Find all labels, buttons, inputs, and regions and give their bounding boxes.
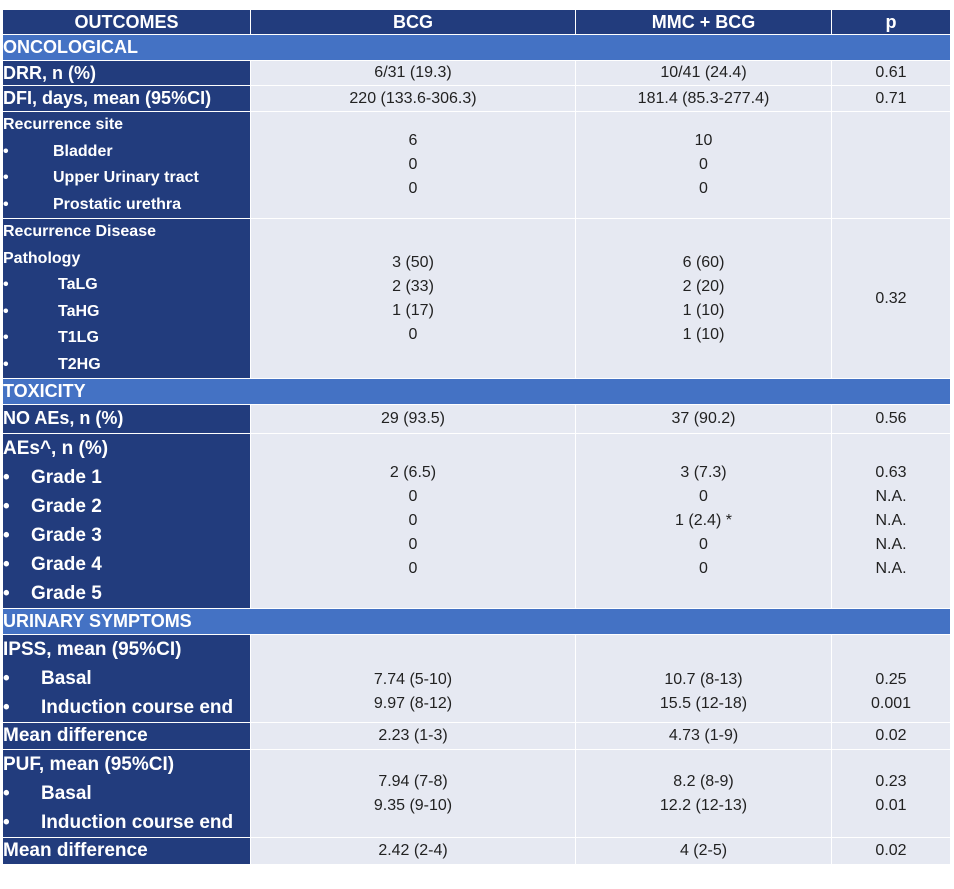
- bullet-icon: •: [3, 276, 9, 293]
- puf-bcg: 7.94 (7-8) 9.35 (9-10): [250, 749, 576, 838]
- list-item: • T1LG: [3, 325, 250, 352]
- row-label-ipss: IPSS, mean (95%CI) • Basal • Induction cou…: [2, 634, 251, 723]
- bullet-icon: •: [3, 697, 10, 718]
- drr-mmc: 10/41 (24.4): [575, 60, 832, 86]
- table-row: AEs^, n (%) • Grade 1 • Grade 2 • Grade 3 •…: [2, 433, 951, 609]
- row-label-no-aes: NO AEs, n (%): [2, 404, 251, 434]
- section-oncological: ONCOLOGICAL: [2, 34, 951, 61]
- recurrence-pathology-mmc: 6 (60) 2 (20) 1 (10) 1 (10): [575, 218, 832, 379]
- list-item: • Upper Urinary tract: [3, 165, 250, 192]
- bullet-icon: •: [3, 554, 10, 575]
- section-toxicity-label: TOXICITY: [2, 378, 951, 405]
- header-mmc-bcg: MMC + BCG: [575, 9, 832, 35]
- table-row: DFI, days, mean (95%CI) 220 (133.6-306.3…: [2, 85, 951, 112]
- bullet-icon: •: [3, 783, 10, 804]
- dfi-bcg: 220 (133.6-306.3): [250, 85, 576, 112]
- list-item: • Grade 3: [3, 521, 250, 550]
- ipss-mmc: 10.7 (8-13) 15.5 (12-18): [575, 634, 832, 723]
- table-row: Recurrence Disease Pathology • TaLG • TaHG…: [2, 218, 951, 379]
- ipss-diff-bcg: 2.23 (1-3): [250, 722, 576, 750]
- row-label-puf-mean-difference: Mean difference: [2, 837, 251, 865]
- recurrence-site-p: [831, 111, 951, 219]
- row-label-recurrence-pathology: Recurrence Disease Pathology • TaLG • TaHG…: [2, 218, 251, 379]
- bullet-icon: •: [3, 142, 9, 160]
- bullet-icon: •: [3, 467, 10, 488]
- bullet-icon: •: [3, 496, 10, 517]
- puf-diff-bcg: 2.42 (2-4): [250, 837, 576, 865]
- no-aes-p: 0.56: [831, 404, 951, 434]
- list-item: • Grade 4: [3, 550, 250, 579]
- list-item: • Basal: [3, 664, 250, 693]
- list-item: • Grade 5: [3, 579, 250, 608]
- bullet-icon: •: [3, 195, 9, 213]
- outcomes-table: OUTCOMES BCG MMC + BCG p ONCOLOGICAL DRR…: [2, 9, 951, 865]
- table-row: PUF, mean (95%CI) • Basal • Induction cour…: [2, 749, 951, 838]
- row-label-puf: PUF, mean (95%CI) • Basal • Induction cour…: [2, 749, 251, 838]
- recurrence-pathology-p: 0.32: [831, 218, 951, 379]
- row-label-aes: AEs^, n (%) • Grade 1 • Grade 2 • Grade 3 •…: [2, 433, 251, 609]
- list-item: • Grade 1: [3, 463, 250, 492]
- recurrence-site-title: Recurrence site: [3, 116, 124, 133]
- row-label-ipss-mean-difference: Mean difference: [2, 722, 251, 750]
- puf-mmc: 8.2 (8-9) 12.2 (12-13): [575, 749, 832, 838]
- recurrence-site-mmc: 10 0 0: [575, 111, 832, 219]
- table-row: NO AEs, n (%) 29 (93.5) 37 (90.2) 0.56: [2, 404, 951, 434]
- list-item: • TaHG: [3, 299, 250, 326]
- puf-p: 0.23 0.01: [831, 749, 951, 838]
- section-urinary-symptoms: URINARY SYMPTOMS: [2, 608, 951, 635]
- section-toxicity: TOXICITY: [2, 378, 951, 405]
- section-urinary-label: URINARY SYMPTOMS: [2, 608, 951, 635]
- row-label-drr: DRR, n (%): [2, 60, 251, 86]
- puf-diff-p: 0.02: [831, 837, 951, 865]
- table-row: IPSS, mean (95%CI) • Basal • Induction cou…: [2, 634, 951, 723]
- table-header-row: OUTCOMES BCG MMC + BCG p: [2, 9, 951, 35]
- aes-bcg: 2 (6.5) 0 0 0 0: [250, 433, 576, 609]
- bullet-icon: •: [3, 302, 9, 320]
- recurrence-pathology-bcg: 3 (50) 2 (33) 1 (17) 0: [250, 218, 576, 379]
- bullet-icon: •: [3, 355, 9, 373]
- list-item: • TaLG: [3, 272, 250, 299]
- bullet-icon: •: [3, 812, 10, 833]
- row-label-dfi: DFI, days, mean (95%CI): [2, 85, 251, 112]
- no-aes-mmc: 37 (90.2): [575, 404, 832, 434]
- list-item: • T2HG: [3, 352, 250, 379]
- ipss-p: 0.25 0.001: [831, 634, 951, 723]
- bullet-icon: •: [3, 668, 10, 689]
- list-item: • Induction course end: [3, 808, 250, 837]
- recurrence-site-bcg: 6 0 0: [250, 111, 576, 219]
- header-bcg: BCG: [250, 9, 576, 35]
- list-item: • Induction course end: [3, 693, 250, 722]
- aes-p: 0.63 N.A. N.A. N.A. N.A.: [831, 433, 951, 609]
- table-row: Recurrence site • Bladder • Upper Urinary …: [2, 111, 951, 219]
- ipss-diff-p: 0.02: [831, 722, 951, 750]
- puf-diff-mmc: 4 (2-5): [575, 837, 832, 865]
- dfi-p: 0.71: [831, 85, 951, 112]
- table-row: DRR, n (%) 6/31 (19.3) 10/41 (24.4) 0.61: [2, 60, 951, 86]
- bullet-icon: •: [3, 329, 9, 346]
- table-row: Mean difference 2.23 (1-3) 4.73 (1-9) 0.…: [2, 722, 951, 750]
- drr-p: 0.61: [831, 60, 951, 86]
- list-item: • Bladder: [3, 139, 250, 166]
- drr-bcg: 6/31 (19.3): [250, 60, 576, 86]
- ipss-bcg: 7.74 (5-10) 9.97 (8-12): [250, 634, 576, 723]
- ipss-diff-mmc: 4.73 (1-9): [575, 722, 832, 750]
- bullet-icon: •: [3, 525, 10, 546]
- header-p: p: [831, 9, 951, 35]
- bullet-icon: •: [3, 583, 10, 604]
- list-item: • Prostatic urethra: [3, 192, 250, 219]
- header-outcomes: OUTCOMES: [2, 9, 251, 35]
- list-item: • Basal: [3, 779, 250, 808]
- row-label-recurrence-site: Recurrence site • Bladder • Upper Urinary …: [2, 111, 251, 219]
- table-row: Mean difference 2.42 (2-4) 4 (2-5) 0.02: [2, 837, 951, 865]
- bullet-icon: •: [3, 169, 9, 186]
- list-item: • Grade 2: [3, 492, 250, 521]
- dfi-mmc: 181.4 (85.3-277.4): [575, 85, 832, 112]
- no-aes-bcg: 29 (93.5): [250, 404, 576, 434]
- aes-mmc: 3 (7.3) 0 1 (2.4) * 0 0: [575, 433, 832, 609]
- section-oncological-label: ONCOLOGICAL: [2, 34, 951, 61]
